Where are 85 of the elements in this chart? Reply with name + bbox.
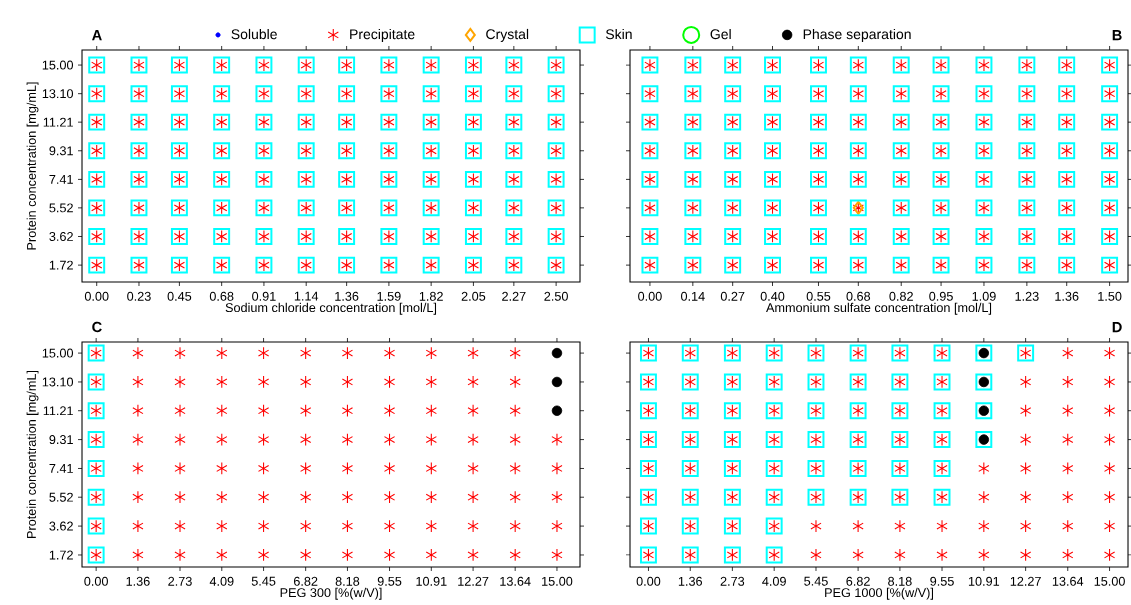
- x-tick-label: 1.36: [1055, 291, 1079, 301]
- x-tick-label: 9.55: [930, 576, 954, 586]
- y-tick-label: 5.52: [49, 492, 73, 502]
- x-tick-label: 12.27: [1010, 576, 1041, 586]
- x-axis-title: PEG 1000 [%(w/V)]: [825, 587, 933, 600]
- x-tick-label: 0.91: [252, 291, 276, 301]
- x-tick-label: 0.68: [209, 291, 234, 301]
- x-tick-label: 5.45: [251, 576, 276, 586]
- x-tick-label: 1.82: [419, 291, 443, 301]
- x-tick-label: 15.00: [542, 576, 573, 586]
- y-axis-title: Protein concentration [mg/mL]: [26, 82, 39, 250]
- y-tick-label: 9.31: [49, 435, 73, 445]
- x-tick-label: 0.45: [167, 291, 192, 301]
- x-axis-title: Sodium chloride concentration [mol/L]: [225, 302, 437, 315]
- x-tick-label: 0.95: [929, 291, 953, 301]
- point: [978, 434, 990, 445]
- x-tick-label: 1.36: [335, 291, 359, 301]
- y-tick-label: 11.21: [43, 406, 73, 416]
- x-axis-title: Ammonium sulfate concentration [mol/L]: [766, 302, 992, 315]
- x-tick-label: 8.18: [888, 576, 912, 586]
- x-tick-label: 13.64: [500, 576, 531, 586]
- x-tick-label: 2.73: [720, 576, 745, 586]
- x-tick-label: 2.05: [461, 291, 486, 301]
- point: [551, 347, 563, 359]
- x-tick-label: 1.09: [972, 291, 996, 301]
- x-tick-label: 10.91: [968, 576, 1000, 586]
- x-tick-label: 4.09: [209, 576, 234, 586]
- x-tick-label: 2.73: [168, 576, 192, 586]
- y-tick-label: 13.10: [42, 89, 74, 99]
- x-tick-label: 9.55: [377, 576, 402, 586]
- point: [551, 405, 563, 416]
- x-tick-label: 0.14: [681, 291, 705, 301]
- x-tick-label: 6.82: [846, 576, 870, 586]
- legend-label: Soluble: [231, 28, 277, 40]
- y-tick-label: 15.00: [42, 348, 74, 358]
- y-tick-label: 5.52: [49, 203, 73, 213]
- x-tick-label: 2.50: [544, 291, 568, 301]
- x-tick-label: 10.91: [416, 576, 447, 586]
- legend-label: Gel: [710, 28, 731, 40]
- legend-label: Skin: [605, 28, 632, 40]
- x-tick-label: 6.82: [293, 576, 318, 586]
- x-tick-label: 0.00: [638, 291, 662, 301]
- y-tick-label: 9.31: [49, 146, 73, 156]
- y-tick-label: 3.62: [49, 521, 73, 531]
- y-tick-label: 7.41: [49, 175, 73, 184]
- y-axis-title: Protein concentration [mg/mL]: [26, 370, 39, 538]
- x-tick-label: 1.23: [1015, 291, 1039, 301]
- x-tick-label: 0.00: [84, 291, 109, 301]
- x-tick-label: 1.50: [1098, 291, 1122, 301]
- x-tick-label: 0.82: [889, 291, 913, 301]
- legend-label: Phase separation: [803, 28, 911, 42]
- chart-title: B: [1112, 30, 1122, 41]
- x-tick-label: 1.36: [678, 576, 703, 586]
- x-tick-label: 12.27: [458, 576, 489, 586]
- point: [551, 376, 563, 388]
- legend-label: Precipitate: [350, 28, 415, 42]
- x-tick-label: 0.40: [760, 291, 785, 301]
- y-tick-label: 15.00: [42, 60, 74, 70]
- x-tick-label: 0.55: [806, 291, 831, 301]
- x-tick-label: 1.14: [294, 291, 319, 301]
- x-tick-label: 0.00: [636, 576, 661, 586]
- chart-title: D: [1112, 322, 1122, 333]
- x-tick-label: 5.45: [804, 576, 828, 586]
- x-tick-label: 0.23: [127, 291, 151, 301]
- x-tick-label: 0.00: [84, 576, 108, 586]
- x-tick-label: 15.00: [1094, 576, 1125, 586]
- y-tick-label: 1.72: [49, 260, 73, 270]
- y-tick-label: 7.41: [49, 464, 73, 473]
- point: [978, 405, 990, 416]
- y-tick-label: 13.10: [42, 377, 74, 387]
- x-tick-label: 2.27: [502, 291, 526, 301]
- legend-label: Crystal: [486, 28, 529, 42]
- y-tick-label: 1.72: [49, 550, 73, 560]
- x-tick-label: 13.64: [1052, 576, 1084, 586]
- y-tick-label: 3.62: [49, 232, 73, 241]
- x-axis-title: PEG 300 [%(w/V)]: [280, 587, 382, 600]
- x-tick-label: 0.27: [720, 291, 745, 301]
- x-tick-label: 1.59: [377, 291, 401, 301]
- chart-title: C: [92, 321, 102, 333]
- chart-title: A: [92, 30, 102, 41]
- x-tick-label: 0.68: [846, 291, 871, 301]
- x-tick-label: 1.36: [126, 576, 150, 586]
- x-tick-label: 8.18: [335, 576, 360, 586]
- y-tick-label: 11.21: [43, 117, 73, 127]
- x-tick-label: 4.09: [762, 576, 786, 586]
